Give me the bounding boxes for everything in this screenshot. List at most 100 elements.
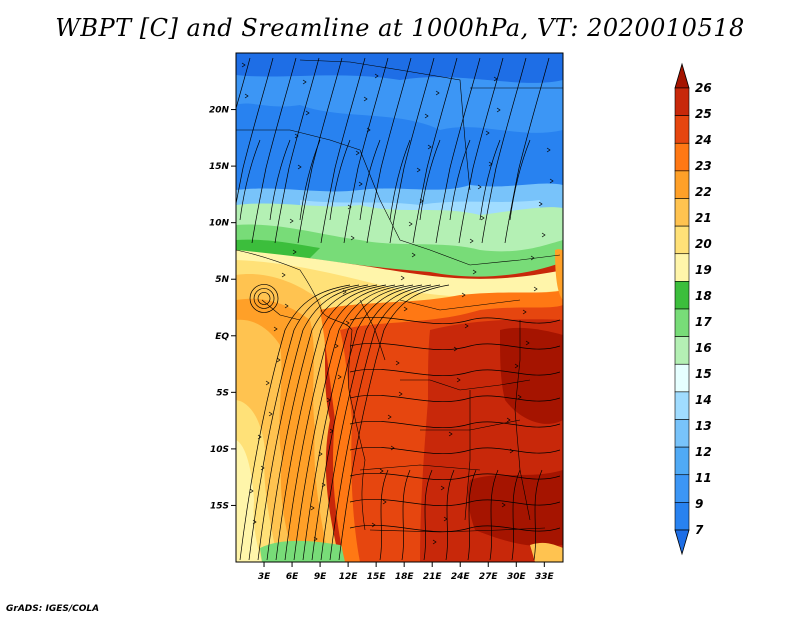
streamline <box>236 57 251 110</box>
streamline-arrow <box>440 485 445 491</box>
streamline-arrow <box>525 340 530 346</box>
streamline <box>489 469 499 561</box>
streamline <box>449 139 471 221</box>
streamline-arrow <box>480 215 485 221</box>
lat-tick-label: 5S <box>216 388 229 398</box>
streamline-arrow <box>297 164 302 170</box>
streamline-arrow <box>416 167 421 173</box>
colorbar-swatch <box>674 419 690 448</box>
streamline-arrow <box>374 73 379 79</box>
colorbar-swatch <box>674 446 690 476</box>
streamline <box>349 447 561 455</box>
streamline <box>366 57 412 244</box>
streamline <box>343 57 389 244</box>
streamline <box>511 469 521 561</box>
streamline <box>248 284 360 561</box>
lon-tick-label: 33E <box>535 572 555 582</box>
border-line <box>359 464 481 471</box>
streamline-arrow <box>464 323 469 329</box>
streamline-arrow <box>382 499 387 505</box>
colorbar-label: 7 <box>695 523 704 537</box>
streamline <box>349 499 561 507</box>
streamline <box>533 469 543 561</box>
streamline-arrow <box>329 428 334 434</box>
streamline <box>329 284 441 561</box>
streamline <box>239 284 351 561</box>
temperature-band <box>555 249 563 300</box>
streamline <box>275 284 387 561</box>
streamline-arrow <box>337 374 342 380</box>
lon-tick-label: 21E <box>423 572 443 582</box>
streamline <box>274 57 320 244</box>
streamline-arrow <box>284 303 289 309</box>
streamline-arrow <box>321 482 326 488</box>
lat-tick-label: 10S <box>210 445 229 455</box>
streamline-arrow <box>530 255 535 261</box>
border-line <box>349 394 366 531</box>
streamline <box>509 139 531 221</box>
border-line <box>429 249 561 266</box>
lat-tick-label: 15N <box>209 162 230 172</box>
temperature-band <box>467 470 563 547</box>
streamline <box>481 57 527 244</box>
streamline-arrow <box>432 539 437 545</box>
streamline-arrow <box>435 90 440 96</box>
streamline <box>419 139 441 221</box>
colorbar-label: 14 <box>695 393 712 407</box>
streamline <box>389 139 411 221</box>
border-line <box>400 379 531 391</box>
temperature-band <box>236 224 563 277</box>
streamline-arrow <box>281 272 286 278</box>
colorbar-swatch <box>674 502 690 531</box>
border-line <box>299 59 471 191</box>
streamline-arrow <box>265 380 270 386</box>
streamline-arrow <box>241 62 246 68</box>
streamline-arrow <box>387 414 392 420</box>
colorbar-swatch <box>674 115 690 144</box>
streamline-arrow <box>509 448 514 454</box>
streamline <box>329 139 351 221</box>
colorbar-bottom-arrow <box>674 529 690 556</box>
lon-tick-label: 18E <box>395 572 415 582</box>
streamline-arrow <box>350 235 355 241</box>
streamline-arrow <box>538 201 543 207</box>
vortex-streamline <box>257 292 271 305</box>
lat-tick-label: 20N <box>209 106 230 116</box>
border-line <box>399 299 521 311</box>
streamline-arrow <box>398 391 403 397</box>
streamline-arrow <box>456 377 461 383</box>
streamline <box>479 139 501 221</box>
wbpt-field <box>236 53 563 562</box>
streamline-arrow <box>260 465 265 471</box>
streamline-arrow <box>424 113 429 119</box>
streamline-arrow <box>355 150 360 156</box>
temperature-band <box>236 440 262 562</box>
streamline-arrow <box>485 130 490 136</box>
streamline <box>257 284 369 561</box>
colorbar-swatch <box>674 253 690 282</box>
streamline-arrow <box>522 309 527 315</box>
streamline <box>320 57 366 244</box>
border-line <box>369 527 546 533</box>
streamline-arrow <box>493 76 498 82</box>
colorbar-swatch <box>674 336 690 365</box>
lon-tick-label: 15E <box>367 572 387 582</box>
streamline-arrow <box>448 431 453 437</box>
lat-tick-label: 5N <box>215 275 229 285</box>
streamline <box>445 469 455 561</box>
map-title: WBPT [C] and Sreamline at 1000hPa, VT: 2… <box>55 14 745 42</box>
lon-tick-label: 30E <box>507 572 527 582</box>
border-line <box>236 129 361 151</box>
longitude-ticks: 3E 6E 9E 12E 15E 18E 21E 24E 27E 30E 33E <box>258 562 555 582</box>
streamline <box>311 284 423 561</box>
streamline <box>349 343 561 351</box>
streamline <box>458 57 504 244</box>
colorbar-label: 11 <box>695 471 712 485</box>
streamline-arrow <box>400 275 405 281</box>
colorbar-swatch <box>674 225 690 255</box>
grads-credit: GrADS: IGES/COLA <box>6 604 100 614</box>
colorbar-swatch <box>674 198 690 227</box>
streamline <box>251 57 297 244</box>
colorbar-label: 16 <box>695 341 712 355</box>
streamline <box>349 369 561 377</box>
